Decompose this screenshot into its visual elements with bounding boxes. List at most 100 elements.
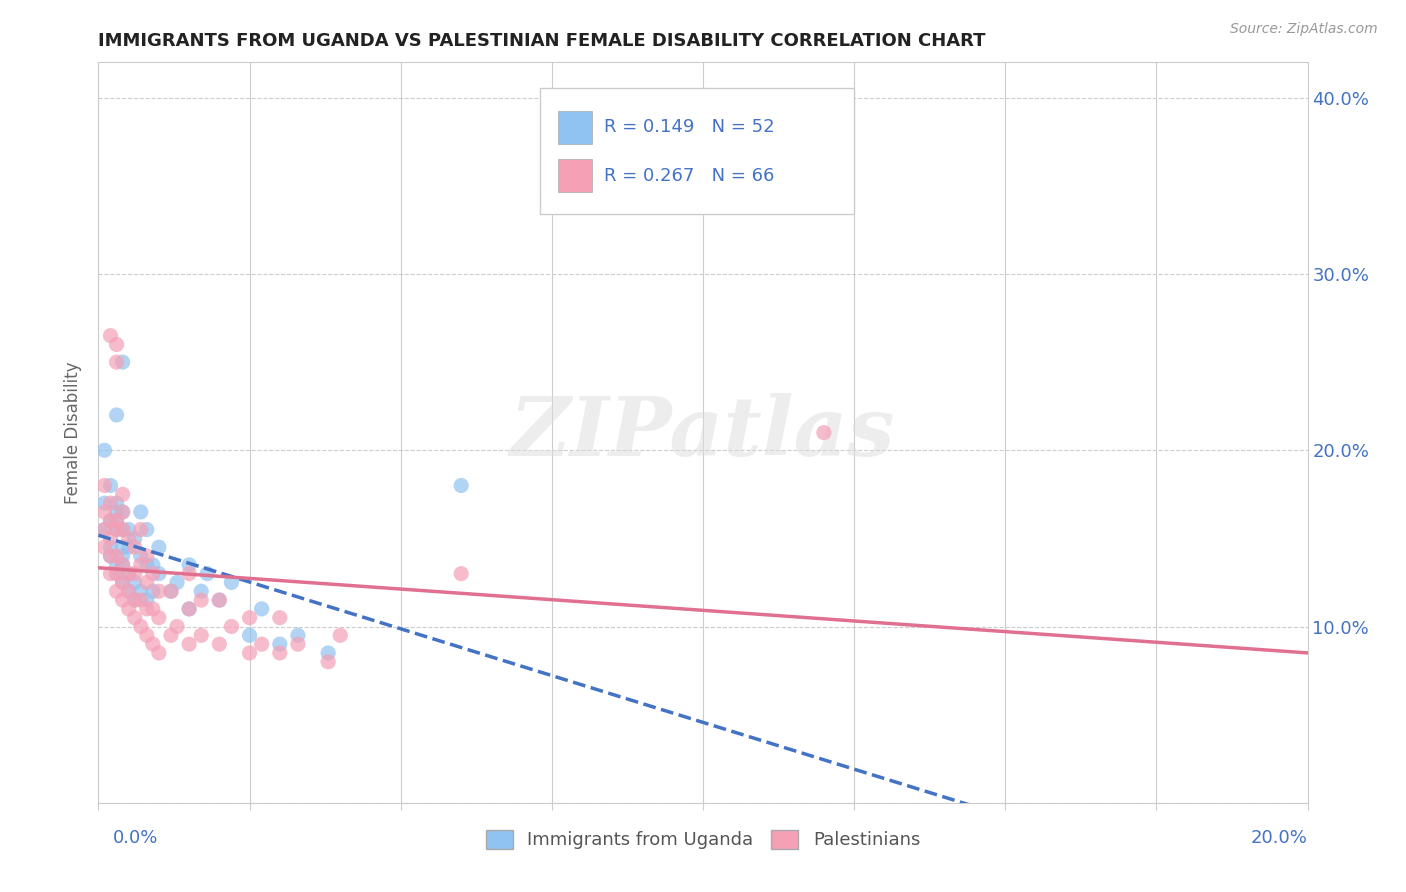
- Point: [195, 566, 218, 581]
- Point: [105, 558, 128, 572]
- Point: [129, 558, 152, 572]
- Point: [129, 584, 152, 599]
- Point: [124, 566, 146, 581]
- Point: [250, 602, 273, 616]
- Point: [148, 584, 170, 599]
- Point: [100, 514, 122, 528]
- Text: Source: ZipAtlas.com: Source: ZipAtlas.com: [1230, 22, 1378, 37]
- Point: [100, 496, 122, 510]
- Point: [105, 355, 128, 369]
- Point: [239, 628, 262, 642]
- Point: [93, 478, 115, 492]
- Point: [124, 593, 146, 607]
- Point: [450, 478, 472, 492]
- Point: [329, 628, 352, 642]
- Point: [118, 584, 141, 599]
- Point: [129, 593, 152, 607]
- Point: [111, 505, 134, 519]
- Point: [111, 505, 134, 519]
- Point: [148, 610, 170, 624]
- Point: [100, 540, 122, 554]
- Point: [179, 558, 201, 572]
- Point: [124, 540, 146, 554]
- Point: [135, 575, 157, 590]
- Point: [148, 566, 170, 581]
- FancyBboxPatch shape: [540, 88, 855, 214]
- Point: [118, 566, 141, 581]
- Text: R = 0.267   N = 66: R = 0.267 N = 66: [603, 167, 775, 185]
- Point: [190, 628, 212, 642]
- Point: [142, 566, 165, 581]
- Point: [208, 593, 231, 607]
- Point: [179, 637, 201, 651]
- Text: IMMIGRANTS FROM UGANDA VS PALESTINIAN FEMALE DISABILITY CORRELATION CHART: IMMIGRANTS FROM UGANDA VS PALESTINIAN FE…: [98, 32, 986, 50]
- Text: ZIPatlas: ZIPatlas: [510, 392, 896, 473]
- Point: [124, 610, 146, 624]
- Point: [148, 646, 170, 660]
- Point: [160, 584, 183, 599]
- Point: [105, 496, 128, 510]
- Point: [93, 540, 115, 554]
- Point: [124, 575, 146, 590]
- Point: [118, 523, 141, 537]
- Point: [135, 602, 157, 616]
- Point: [105, 584, 128, 599]
- Point: [105, 514, 128, 528]
- Point: [111, 558, 134, 572]
- Point: [239, 610, 262, 624]
- Point: [135, 593, 157, 607]
- Point: [105, 566, 128, 581]
- Text: R = 0.149   N = 52: R = 0.149 N = 52: [603, 118, 775, 136]
- Point: [142, 558, 165, 572]
- FancyBboxPatch shape: [558, 159, 592, 192]
- Point: [111, 575, 134, 590]
- Point: [118, 540, 141, 554]
- Point: [190, 593, 212, 607]
- Point: [129, 505, 152, 519]
- Point: [166, 575, 188, 590]
- Point: [100, 566, 122, 581]
- Point: [221, 575, 243, 590]
- Point: [142, 584, 165, 599]
- Text: 20.0%: 20.0%: [1251, 829, 1308, 847]
- Point: [129, 619, 152, 633]
- Point: [250, 637, 273, 651]
- Point: [111, 558, 134, 572]
- Point: [105, 408, 128, 422]
- Text: 0.0%: 0.0%: [112, 829, 157, 847]
- Point: [160, 584, 183, 599]
- Point: [135, 558, 157, 572]
- Point: [813, 425, 835, 440]
- Legend: Immigrants from Uganda, Palestinians: Immigrants from Uganda, Palestinians: [478, 823, 928, 856]
- Point: [100, 514, 122, 528]
- Point: [111, 549, 134, 563]
- Point: [105, 549, 128, 563]
- Point: [111, 487, 134, 501]
- Point: [111, 355, 134, 369]
- Point: [129, 549, 152, 563]
- Point: [100, 549, 122, 563]
- Point: [179, 602, 201, 616]
- Point: [93, 523, 115, 537]
- Point: [100, 549, 122, 563]
- Point: [111, 523, 134, 537]
- Y-axis label: Female Disability: Female Disability: [65, 361, 83, 504]
- Point: [160, 628, 183, 642]
- Point: [93, 443, 115, 458]
- Point: [269, 637, 291, 651]
- Point: [111, 523, 134, 537]
- Point: [142, 602, 165, 616]
- Point: [105, 505, 128, 519]
- Point: [135, 523, 157, 537]
- Point: [111, 575, 134, 590]
- Point: [148, 540, 170, 554]
- Point: [118, 566, 141, 581]
- Point: [105, 514, 128, 528]
- Point: [166, 619, 188, 633]
- Point: [239, 646, 262, 660]
- Point: [287, 628, 309, 642]
- Point: [221, 619, 243, 633]
- Point: [118, 602, 141, 616]
- Point: [129, 523, 152, 537]
- Point: [111, 540, 134, 554]
